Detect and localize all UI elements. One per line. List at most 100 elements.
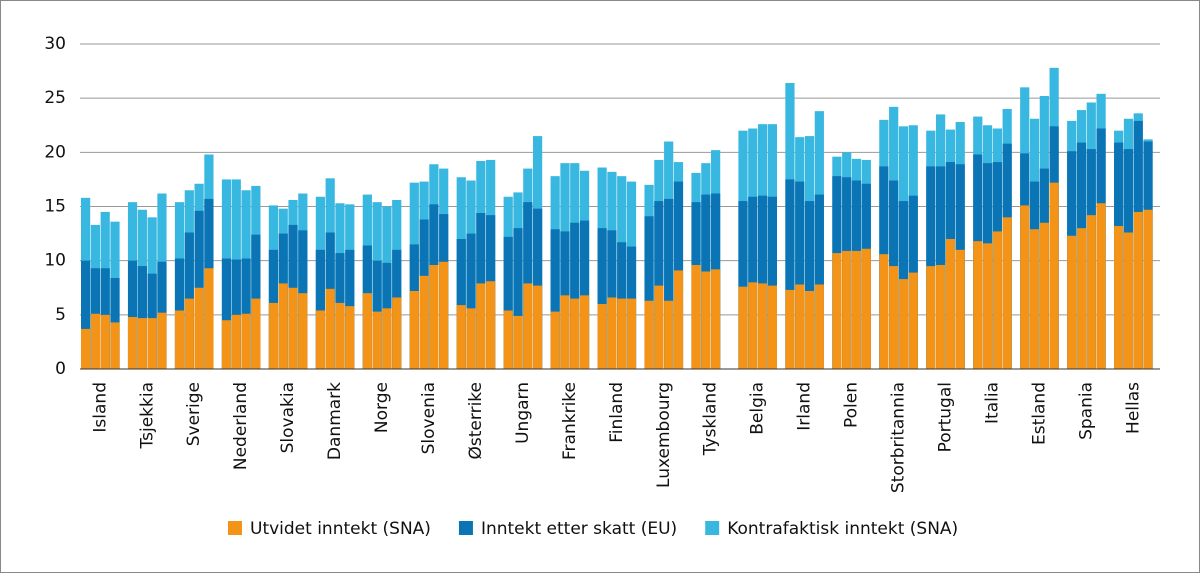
bar: [711, 269, 721, 369]
bar: [231, 314, 241, 369]
y-tick-label: 15: [44, 197, 66, 217]
bar: [570, 298, 580, 369]
x-tick-label: Slovenia: [419, 382, 439, 454]
bar: [617, 298, 627, 369]
bar: [137, 266, 147, 369]
bar: [673, 270, 684, 369]
bar: [654, 285, 664, 369]
bar: [476, 283, 486, 369]
x-tick-label: Tyskland: [701, 382, 721, 456]
bar: [268, 302, 279, 369]
bar: [814, 284, 824, 369]
bar: [973, 241, 983, 369]
bar: [372, 311, 382, 369]
bar: [691, 265, 701, 369]
y-tick-label: 30: [44, 34, 66, 54]
bar: [560, 295, 570, 369]
bar: [429, 265, 439, 369]
x-tick-label: Island: [90, 382, 110, 433]
bar: [81, 328, 91, 369]
bar: [701, 271, 711, 369]
bar: [456, 239, 466, 369]
bar: [90, 313, 100, 369]
bar: [325, 288, 335, 369]
bar: [945, 239, 956, 369]
bar: [439, 261, 449, 369]
bar: [579, 220, 590, 369]
bar: [889, 266, 899, 369]
bar: [879, 254, 889, 369]
bar: [804, 201, 815, 369]
bar: [231, 259, 241, 369]
bar: [392, 297, 402, 369]
bar: [767, 196, 777, 369]
bar: [1086, 215, 1096, 369]
bar: [466, 233, 476, 369]
bar: [842, 250, 852, 369]
x-tick-label: Slovakia: [278, 382, 298, 453]
x-tick-label: Belgia: [748, 382, 768, 435]
bar: [570, 222, 580, 369]
bar: [1096, 203, 1106, 369]
bar: [757, 283, 768, 369]
bar: [251, 298, 261, 369]
x-tick-label: Sverige: [184, 382, 204, 446]
bar: [861, 248, 871, 369]
bar: [664, 300, 674, 369]
bar: [550, 229, 560, 369]
bar: [315, 249, 325, 369]
bar: [110, 322, 120, 369]
bar: [1002, 217, 1012, 369]
bar: [738, 201, 748, 369]
x-tick-label: Østerrike: [466, 382, 486, 459]
x-tick-label: Irland: [795, 382, 815, 431]
y-tick-label: 20: [44, 142, 66, 162]
bar: [1123, 232, 1134, 369]
bar: [456, 305, 466, 369]
bar: [579, 295, 590, 369]
legend-label: Utvidet inntekt (SNA): [250, 519, 431, 539]
bar: [221, 320, 232, 369]
bar: [795, 284, 805, 369]
bar: [137, 318, 147, 369]
x-tick-label: Storbritannia: [889, 382, 909, 493]
bar: [523, 283, 533, 369]
bar: [550, 311, 560, 369]
bar: [100, 314, 110, 369]
legend-label: Kontrafaktisk inntekt (SNA): [727, 519, 958, 539]
legend-label: Inntekt etter skatt (EU): [481, 519, 677, 539]
bar: [513, 315, 523, 369]
bar: [147, 318, 157, 369]
bar: [1076, 228, 1087, 369]
x-tick-label: Danmark: [325, 382, 345, 460]
bar: [157, 312, 167, 369]
bar: [466, 308, 476, 369]
bar: [335, 302, 345, 369]
y-tick-label: 0: [55, 359, 66, 379]
bar: [597, 304, 607, 369]
bar: [533, 285, 543, 369]
bar: [654, 201, 664, 369]
bar: [992, 231, 1002, 369]
bar: [1039, 222, 1049, 369]
legend-swatch: [705, 521, 720, 535]
bar: [785, 289, 795, 369]
bar: [626, 298, 637, 369]
bar: [748, 282, 758, 369]
bar: [1067, 235, 1077, 369]
bar: [804, 291, 815, 369]
x-tick-label: Frankrike: [560, 382, 580, 460]
x-tick-label: Nederland: [231, 382, 251, 470]
bar: [382, 308, 392, 369]
bar: [345, 306, 355, 369]
bar: [757, 195, 768, 369]
bar: [936, 265, 946, 369]
bar: [127, 260, 138, 369]
bar: [298, 293, 308, 369]
bar: [241, 313, 251, 369]
bar: [607, 297, 617, 369]
bar: [419, 275, 429, 369]
x-tick-label: Ungarn: [513, 382, 533, 444]
bar: [362, 293, 372, 369]
x-tick-label: Norge: [372, 382, 392, 433]
